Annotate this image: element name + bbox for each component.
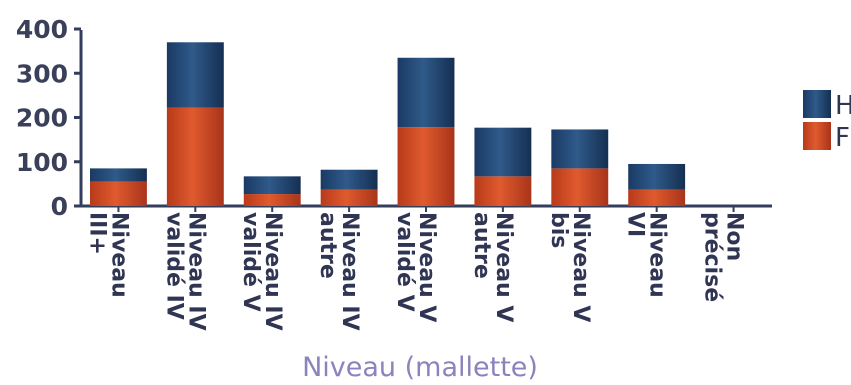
bar-h xyxy=(551,129,609,169)
x-tick-label: Niveau Vbis xyxy=(546,212,593,322)
x-tick-label: Niveau Vvalidé V xyxy=(392,212,439,322)
bar-h xyxy=(474,127,532,177)
x-tick-label: Niveau Vautre xyxy=(469,212,516,322)
legend-label-h: H xyxy=(835,91,851,121)
x-tick-label: Niveau IVvalidé IV xyxy=(161,212,208,331)
bar-f xyxy=(397,127,455,206)
bar-h xyxy=(166,42,224,108)
x-tick-label: NiveauIII+ xyxy=(84,212,131,298)
x-tick-label: Niveau IVvalidé V xyxy=(238,212,285,331)
legend: HF xyxy=(803,90,851,153)
bar-h xyxy=(628,163,686,190)
bar-f xyxy=(320,189,378,206)
y-tick-label: 100 xyxy=(16,148,68,177)
legend-swatch-f xyxy=(803,122,831,150)
bar-f xyxy=(551,168,609,206)
bar-h xyxy=(320,169,378,190)
bar-h xyxy=(243,176,301,195)
x-tick-labels: NiveauIII+ Niveau IVvalidé IV Niveau IVval… xyxy=(84,212,746,331)
bar-h xyxy=(397,57,455,128)
y-tick-label: 0 xyxy=(51,192,68,221)
y-tick-label: 400 xyxy=(16,15,68,44)
bar-f xyxy=(243,194,301,206)
x-tick-label: Nonprécisé xyxy=(700,212,747,302)
bar-h xyxy=(89,168,147,182)
x-tick-label: NiveauVI xyxy=(623,212,670,298)
bar-f xyxy=(474,176,532,206)
legend-swatch-h xyxy=(803,90,831,118)
legend-label-f: F xyxy=(835,123,850,153)
y-tick-label: 200 xyxy=(16,104,68,133)
y-axis: 0 100 200 300 400 xyxy=(16,15,83,221)
bar-f xyxy=(89,181,147,206)
y-tick-label: 300 xyxy=(16,59,68,88)
x-axis-title: Niveau (mallette) xyxy=(302,352,538,383)
bars-group xyxy=(89,42,686,206)
bar-f xyxy=(166,107,224,206)
bar-f xyxy=(628,189,686,206)
x-tick-label: Niveau IVautre xyxy=(315,212,362,331)
